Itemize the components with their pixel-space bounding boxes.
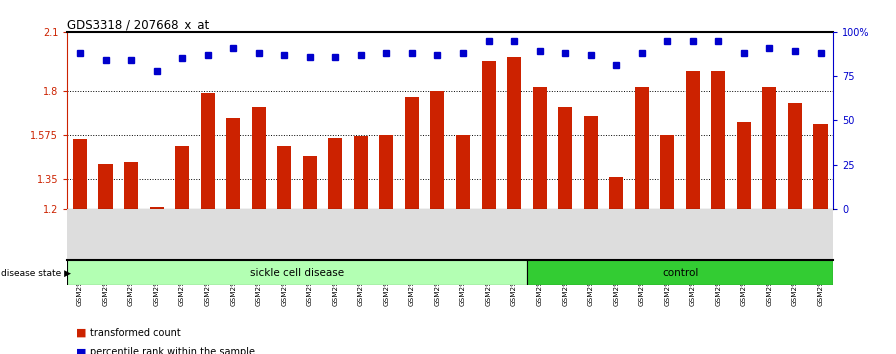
Bar: [405, 97, 419, 209]
Text: sickle cell disease: sickle cell disease: [250, 268, 344, 278]
Bar: [252, 107, 266, 209]
Bar: [788, 103, 802, 209]
Bar: [379, 135, 393, 209]
Bar: [737, 122, 751, 209]
Bar: [73, 139, 87, 209]
Bar: [558, 107, 573, 209]
Bar: [634, 87, 649, 209]
Bar: [99, 164, 113, 209]
Text: percentile rank within the sample: percentile rank within the sample: [90, 347, 254, 354]
Bar: [175, 146, 189, 209]
Bar: [711, 71, 726, 209]
Bar: [277, 146, 291, 209]
Text: transformed count: transformed count: [90, 328, 180, 338]
Bar: [150, 207, 164, 209]
Bar: [609, 177, 624, 209]
Bar: [814, 124, 828, 209]
Bar: [583, 116, 598, 209]
Bar: [201, 93, 215, 209]
Text: ■: ■: [76, 328, 87, 338]
Bar: [430, 91, 444, 209]
Bar: [527, 260, 833, 285]
Text: disease state ▶: disease state ▶: [1, 269, 71, 278]
Bar: [124, 162, 138, 209]
Bar: [67, 260, 527, 285]
Bar: [481, 61, 495, 209]
Text: control: control: [662, 268, 698, 278]
Bar: [354, 136, 368, 209]
Text: ■: ■: [76, 347, 87, 354]
Bar: [507, 57, 521, 209]
Bar: [328, 138, 342, 209]
Bar: [226, 118, 240, 209]
Bar: [685, 71, 700, 209]
Bar: [660, 135, 675, 209]
Bar: [456, 135, 470, 209]
Bar: [303, 156, 317, 209]
Text: GDS3318 / 207668_x_at: GDS3318 / 207668_x_at: [67, 18, 210, 31]
Bar: [532, 87, 547, 209]
Bar: [762, 87, 777, 209]
